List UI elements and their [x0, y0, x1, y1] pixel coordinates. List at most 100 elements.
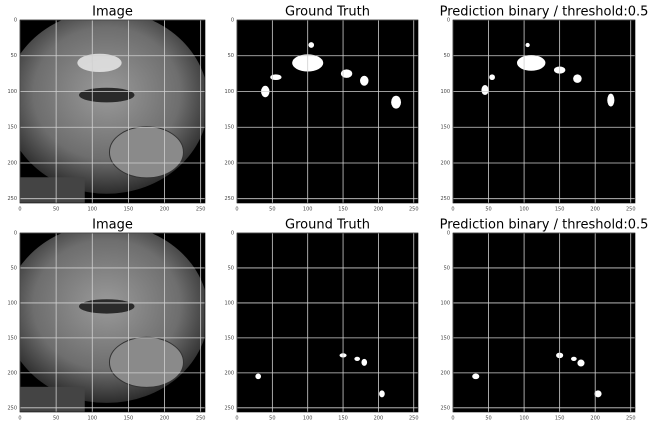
x-tick-label: 200 [160, 416, 170, 422]
mask-region [308, 42, 314, 48]
x-tick-label: 200 [590, 207, 600, 213]
y-tick-label: 250 [224, 196, 234, 202]
image-background [237, 20, 418, 203]
x-tick-label: 200 [590, 416, 600, 422]
y-tick-label: 150 [7, 335, 17, 341]
x-tick-label: 50 [269, 416, 275, 422]
y-tick-label: 250 [7, 196, 17, 202]
lesion [77, 54, 121, 72]
x-tick-label: 100 [519, 416, 529, 422]
image-background [453, 233, 635, 412]
x-tick-label: 250 [409, 207, 419, 213]
x-tick-label: 50 [53, 416, 59, 422]
cerebellum [109, 337, 183, 387]
x-tick-label: 100 [519, 207, 529, 213]
mask-region [341, 69, 352, 78]
y-tick-label: 150 [440, 335, 450, 341]
x-tick-label: 0 [451, 416, 454, 422]
x-tick-label: 0 [235, 416, 238, 422]
subplot: 050100150200250050100150200250Image [5, 5, 209, 213]
image-background [453, 20, 635, 203]
x-tick-label: 100 [303, 416, 313, 422]
x-tick-label: 150 [555, 207, 565, 213]
subplot-title: Prediction binary / threshold:0.5 [440, 5, 649, 20]
x-tick-label: 150 [338, 207, 348, 213]
y-tick-label: 50 [228, 53, 234, 59]
x-tick-label: 50 [53, 207, 59, 213]
y-tick-label: 50 [228, 265, 234, 271]
mask-region [391, 96, 401, 109]
mask-region [573, 74, 582, 83]
subplot-title: Image [92, 218, 133, 233]
x-tick-label: 150 [124, 207, 134, 213]
mask-region [360, 76, 368, 86]
mask-region [379, 390, 385, 397]
y-tick-label: 100 [440, 300, 450, 306]
x-tick-label: 0 [18, 416, 21, 422]
x-tick-label: 250 [196, 416, 206, 422]
y-tick-label: 150 [440, 125, 450, 131]
mask-region [354, 357, 360, 361]
subplot-title: Ground Truth [285, 5, 370, 20]
y-tick-label: 50 [11, 265, 17, 271]
mask-region [489, 74, 495, 80]
x-tick-label: 0 [18, 207, 21, 213]
ventricle [79, 299, 135, 313]
image-background [237, 233, 418, 412]
x-tick-label: 100 [87, 416, 97, 422]
y-tick-label: 200 [7, 370, 17, 376]
x-tick-label: 50 [485, 416, 491, 422]
x-tick-label: 250 [626, 416, 636, 422]
figure: 050100150200250050100150200250Image05010… [0, 0, 653, 423]
y-tick-label: 250 [440, 196, 450, 202]
y-tick-label: 200 [224, 160, 234, 166]
y-tick-label: 250 [224, 405, 234, 411]
y-tick-label: 200 [7, 160, 17, 166]
x-tick-label: 200 [374, 416, 384, 422]
y-tick-label: 250 [440, 405, 450, 411]
y-tick-label: 100 [224, 300, 234, 306]
y-tick-label: 100 [440, 89, 450, 95]
mask-region [517, 55, 545, 71]
y-tick-label: 200 [224, 370, 234, 376]
x-tick-label: 100 [303, 207, 313, 213]
x-tick-label: 150 [124, 416, 134, 422]
mask-region [472, 374, 479, 380]
x-tick-label: 250 [196, 207, 206, 213]
y-tick-label: 100 [224, 89, 234, 95]
mask-region [270, 74, 281, 80]
x-tick-label: 100 [87, 207, 97, 213]
y-tick-label: 0 [231, 18, 234, 24]
subplot-title: Image [92, 5, 133, 20]
y-tick-label: 0 [14, 231, 17, 237]
x-tick-label: 50 [269, 207, 275, 213]
x-tick-label: 0 [235, 207, 238, 213]
y-tick-label: 0 [231, 231, 234, 237]
cerebellum [109, 127, 183, 178]
x-tick-label: 250 [409, 416, 419, 422]
mask-region [255, 374, 261, 380]
x-tick-label: 150 [555, 416, 565, 422]
x-tick-label: 50 [485, 207, 491, 213]
y-tick-label: 50 [444, 265, 450, 271]
y-tick-label: 0 [14, 18, 17, 24]
y-tick-label: 250 [7, 405, 17, 411]
x-tick-label: 250 [626, 207, 636, 213]
neck [20, 177, 85, 204]
mask-region [526, 43, 530, 47]
mask-region [571, 357, 577, 361]
x-tick-label: 150 [338, 416, 348, 422]
neck [20, 387, 85, 414]
mask-region [577, 360, 584, 367]
x-tick-label: 200 [160, 207, 170, 213]
subplot-title: Prediction binary / threshold:0.5 [440, 218, 649, 233]
y-tick-label: 150 [224, 335, 234, 341]
ventricle [79, 88, 135, 103]
x-tick-label: 0 [451, 207, 454, 213]
y-tick-label: 100 [7, 89, 17, 95]
